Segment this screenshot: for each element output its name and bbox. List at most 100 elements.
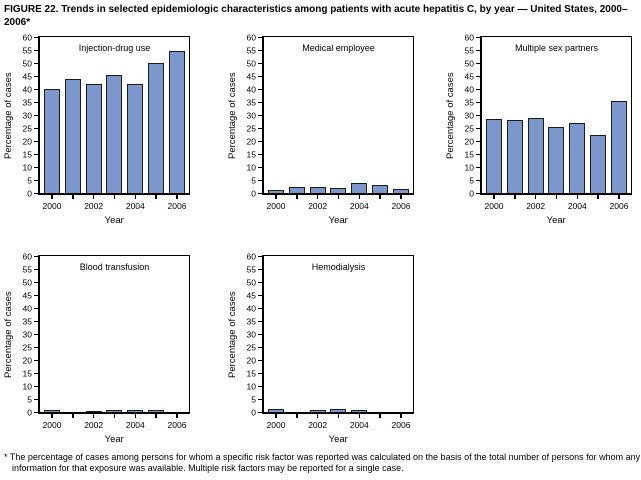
bar-2003: [548, 126, 565, 193]
x-label-cell: 2002: [526, 202, 545, 212]
bar-2001: [506, 120, 523, 193]
y-tick: [258, 140, 262, 143]
plot-column: Medical employee 2000 2002 2004 2006 Year: [262, 36, 415, 226]
y-tick: [34, 153, 38, 156]
y-tick: [476, 166, 480, 169]
x-tick-cell: [330, 414, 346, 418]
x-tick: [92, 414, 95, 418]
x-tick-label: 2000: [266, 420, 286, 430]
chart-multiple-sex-partners: Percentage of cases 0 5 10 15 20 25 30 35 40 45 50…: [444, 33, 633, 226]
x-tick-cell: [106, 414, 122, 418]
x-label-cell: 2000: [266, 420, 286, 431]
y-axis: 0 5 10 15 20 25 30 35 40 45 50 55 60: [15, 33, 38, 197]
bar-2006: [168, 51, 185, 193]
bar-2005: [590, 134, 607, 193]
bar-slot: [590, 134, 607, 193]
x-label-cell: 2000: [42, 201, 62, 212]
x-tick-label: 2006: [167, 201, 187, 211]
x-label-cell: 2004: [350, 202, 369, 212]
x-label-cell: 2000: [485, 202, 504, 212]
y-tick: [258, 88, 262, 91]
x-label-cell: [330, 421, 346, 431]
y-tick-label: 45: [246, 71, 256, 82]
y-tick: [34, 307, 38, 310]
y-tick-label: 55: [246, 264, 256, 275]
bar-slot: [309, 186, 326, 193]
y-tick-label: 25: [22, 123, 32, 134]
y-tick: [34, 114, 38, 117]
y-tick-label: 35: [246, 316, 256, 327]
y-axis-title: Percentage of cases: [445, 72, 456, 159]
y-axis-title: Percentage of cases: [3, 72, 14, 159]
x-label-cell: 2004: [567, 201, 587, 212]
bar-slot: [127, 409, 144, 412]
y-tick-label: 30: [246, 329, 256, 340]
x-tick-cell: [310, 414, 326, 418]
y-axis-title: Percentage of cases: [227, 291, 238, 378]
y-tick: [34, 140, 38, 143]
x-label-cell: [148, 202, 164, 212]
x-tick: [275, 195, 277, 199]
x-tick-label: 2004: [567, 201, 587, 211]
x-label-cell: 2006: [392, 202, 411, 212]
y-tick-label: 25: [246, 342, 256, 353]
x-tick: [275, 414, 277, 418]
y-tick: [34, 294, 38, 297]
bar-2004: [351, 182, 368, 193]
y-tick-label: 60: [246, 251, 256, 262]
y-tick: [34, 127, 38, 130]
y-tick: [258, 75, 262, 78]
bar-slot: [168, 51, 185, 193]
x-tick: [72, 414, 74, 418]
x-tick: [113, 414, 116, 418]
y-tick-label: 55: [464, 45, 474, 56]
plot-area: Hemodialysis: [262, 255, 414, 414]
x-tick-cell: [393, 414, 409, 418]
bar-2000: [268, 190, 284, 193]
y-tick: [476, 36, 480, 39]
y-tick: [258, 36, 262, 39]
bar-slot: [330, 187, 347, 193]
bar-slot: [610, 100, 627, 193]
x-tick-cell: [44, 195, 60, 199]
chart-subtitle: Medical employee: [302, 43, 375, 53]
x-axis-title: Year: [104, 434, 124, 445]
bar-slot: [351, 182, 368, 193]
y-tick-label: 30: [22, 110, 32, 121]
bar-2003: [106, 74, 123, 193]
y-tick: [476, 49, 480, 52]
x-tick-cell: [569, 195, 585, 199]
x-axis-title: Year: [104, 215, 124, 226]
x-axis-title: Year: [546, 215, 566, 226]
x-tick-cell: [127, 414, 143, 418]
x-tick-label: 2006: [609, 201, 629, 211]
x-tick: [618, 195, 620, 199]
bar-slot: [44, 409, 60, 412]
y-tick-label: 60: [22, 32, 32, 43]
x-tick-label: 2000: [42, 201, 62, 211]
y-tick-label: 10: [246, 381, 256, 392]
x-label-cell: 2004: [350, 421, 369, 431]
y-tick: [34, 359, 38, 362]
x-tick-cell: [330, 195, 346, 199]
y-tick: [34, 385, 38, 388]
bar-2003: [330, 408, 347, 412]
y-tick: [258, 346, 262, 349]
x-label-cell: 2002: [84, 421, 103, 431]
x-label-cell: [590, 202, 606, 212]
x-axis-ticks: [480, 195, 633, 199]
x-label-cell: 2006: [392, 421, 411, 431]
x-tick: [51, 414, 53, 418]
y-tick: [476, 192, 480, 195]
y-tick-label: 20: [22, 136, 32, 147]
y-tick-label: 55: [22, 264, 32, 275]
y-tick-label: 50: [464, 58, 474, 69]
y-tick-label: 50: [22, 277, 32, 288]
y-tick: [34, 346, 38, 349]
x-label-cell: 2006: [168, 421, 187, 431]
x-label-cell: [106, 421, 122, 431]
y-tick: [34, 320, 38, 323]
x-tick-cell: [351, 414, 367, 418]
y-tick: [258, 127, 262, 130]
y-tick-label: 10: [464, 162, 474, 173]
